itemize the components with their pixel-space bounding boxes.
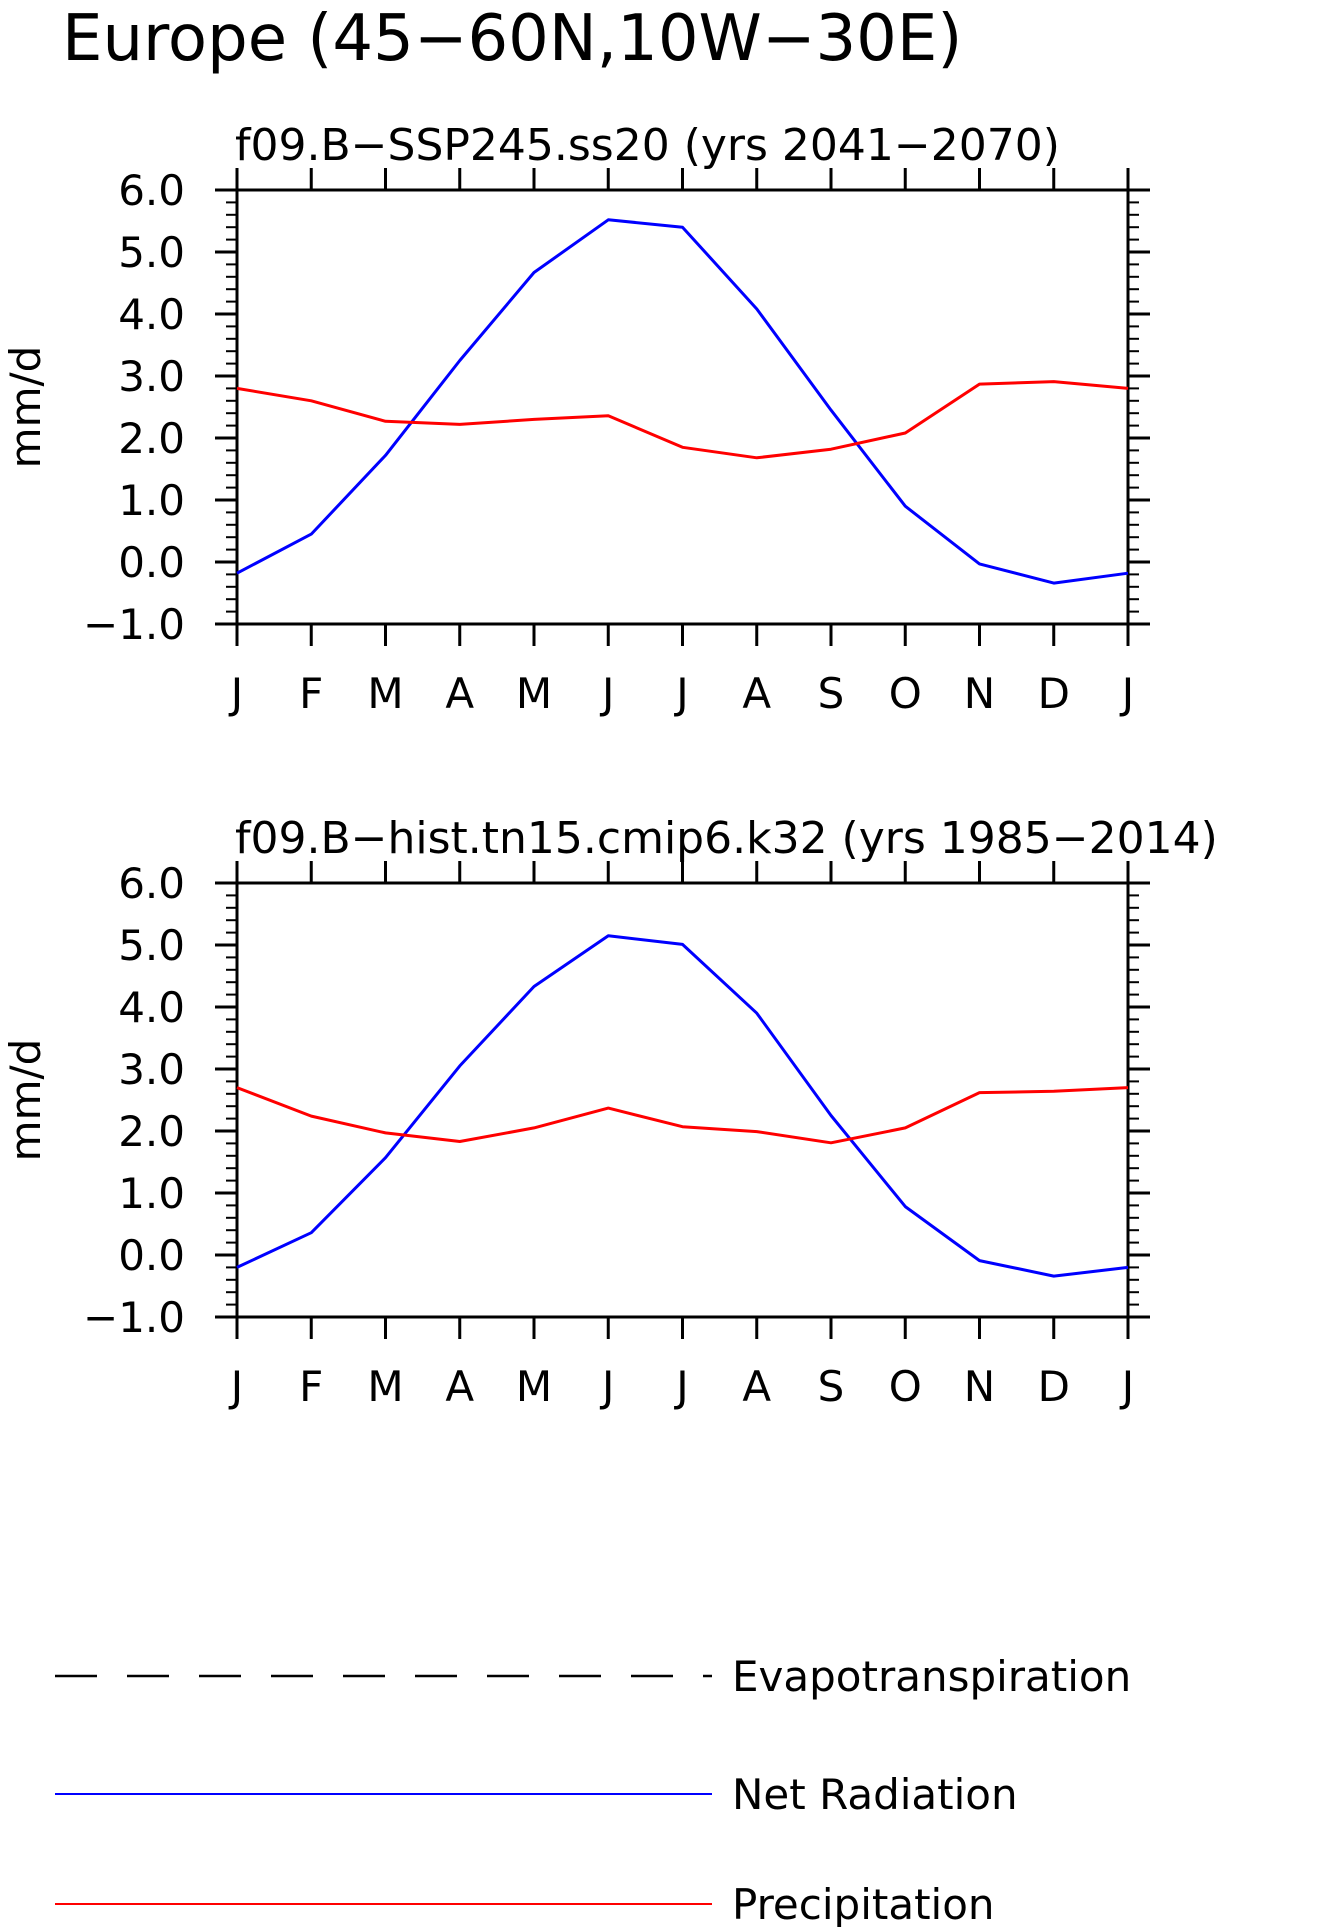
y-tick-label: 4.0 [118, 290, 185, 339]
chart-title: f09.B−hist.tn15.cmip6.k32 (yrs 1985−2014… [235, 813, 1218, 864]
legend-label: Evapotranspiration [732, 1652, 1131, 1701]
x-tick-label: J [599, 1362, 614, 1411]
y-tick-label: 5.0 [118, 921, 185, 970]
chart-title: f09.B−SSP245.ss20 (yrs 2041−2070) [235, 120, 1060, 171]
chart-panel-1: f09.B−SSP245.ss20 (yrs 2041−2070) −1.0 0.0… [1, 120, 1150, 718]
x-tick-label: J [673, 1362, 688, 1411]
figure-title: Europe (45−60N,10W−30E) [62, 2, 962, 76]
y-tick-label: 0.0 [118, 538, 185, 587]
x-tick-label: O [889, 1362, 922, 1411]
series-line-net-radiation [236, 218, 1129, 585]
x-tick-label: J [673, 669, 688, 718]
y-tick-label: 2.0 [118, 1107, 185, 1156]
legend-label: Precipitation [732, 1880, 995, 1927]
y-tick-label: 4.0 [118, 983, 185, 1032]
x-tick-label: M [516, 669, 552, 718]
plot-frame [235, 188, 1130, 626]
x-tick-label: N [964, 1362, 995, 1411]
y-tick-label: 3.0 [118, 1045, 185, 1094]
y-tick-label: 6.0 [118, 859, 185, 908]
x-tick-label: S [818, 1362, 845, 1411]
series-line-net-radiation [236, 934, 1129, 1278]
x-tick-label: J [1119, 669, 1134, 718]
x-tick-label: D [1038, 1362, 1070, 1411]
x-tick-label: A [445, 1362, 474, 1411]
x-tick-label: N [964, 669, 995, 718]
y-tick-label: 3.0 [118, 352, 185, 401]
y-tick-label: −1.0 [83, 600, 185, 649]
x-tick-label: O [889, 669, 922, 718]
x-tick-label: J [599, 669, 614, 718]
chart-panels: f09.B−SSP245.ss20 (yrs 2041−2070) −1.0 0.0… [1, 120, 1218, 1411]
chart-panel-2: f09.B−hist.tn15.cmip6.k32 (yrs 1985−2014… [1, 813, 1218, 1411]
x-tick-label: F [299, 1362, 323, 1411]
series-line-precipitation [236, 1086, 1129, 1145]
x-tick-label: M [367, 1362, 403, 1411]
y-tick-label: 1.0 [118, 476, 185, 525]
plot-frame [235, 881, 1130, 1319]
x-tick-label: F [299, 669, 323, 718]
x-tick-label: A [742, 669, 771, 718]
y-tick-label: 6.0 [118, 166, 185, 215]
y-axis-label: mm/d [1, 1039, 50, 1162]
x-tick-label: J [228, 669, 243, 718]
series-line-precipitation [236, 380, 1129, 460]
legend: Evapotranspiration Net Radiation Precipita… [55, 1652, 1131, 1927]
y-tick-label: 5.0 [118, 228, 185, 277]
x-tick-label: A [742, 1362, 771, 1411]
x-tick-label: M [367, 669, 403, 718]
x-tick-label: M [516, 1362, 552, 1411]
y-tick-label: 1.0 [118, 1169, 185, 1218]
y-tick-label: 2.0 [118, 414, 185, 463]
x-tick-label: D [1038, 669, 1070, 718]
y-tick-label: −1.0 [83, 1293, 185, 1342]
x-tick-label: J [228, 1362, 243, 1411]
legend-label: Net Radiation [732, 1770, 1018, 1819]
x-tick-label: J [1119, 1362, 1134, 1411]
x-tick-label: S [818, 669, 845, 718]
y-tick-label: 0.0 [118, 1231, 185, 1280]
x-tick-label: A [445, 669, 474, 718]
y-axis-label: mm/d [1, 346, 50, 469]
